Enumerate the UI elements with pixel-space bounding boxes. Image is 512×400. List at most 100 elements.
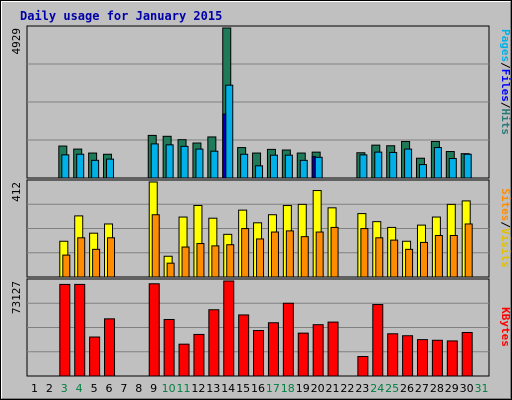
x-tick-day-4: 4 — [76, 382, 83, 395]
bar-kbytes-day-13 — [208, 309, 220, 377]
x-tick-day-12: 12 — [191, 382, 205, 395]
bar-kbytes-day-25 — [387, 333, 399, 377]
bar-files-day-18 — [284, 154, 293, 179]
bar-files-day-13 — [210, 150, 219, 179]
bar-files-day-30 — [463, 153, 472, 179]
bar-sites-day-28 — [434, 234, 443, 278]
legend-entry: Hits — [499, 109, 512, 136]
bar-files-day-23 — [359, 154, 368, 179]
bar-sites-day-26 — [405, 248, 414, 278]
x-tick-day-28: 28 — [430, 382, 444, 395]
bar-sites-day-16 — [256, 238, 265, 278]
bar-kbytes-day-29 — [446, 340, 458, 377]
bar-kbytes-day-20 — [312, 324, 324, 377]
legend-entry: / — [499, 102, 512, 109]
bar-files-day-9 — [150, 143, 159, 179]
bar-files-day-10 — [165, 144, 174, 179]
bar-kbytes-day-14 — [223, 280, 235, 377]
bar-sites-day-14 — [226, 244, 235, 278]
x-tick-day-6: 6 — [105, 382, 112, 395]
bar-sites-day-3 — [62, 254, 71, 278]
bar-kbytes-day-4 — [74, 283, 86, 377]
bar-kbytes-day-24 — [372, 304, 384, 377]
x-tick-day-25: 25 — [385, 382, 399, 395]
bar-files-day-5 — [91, 159, 100, 179]
legend-3: KBytes — [499, 307, 512, 347]
bar-sites-day-25 — [390, 239, 399, 278]
bar-kbytes-day-11 — [178, 343, 190, 377]
bar-sites-day-10 — [166, 262, 175, 278]
chart-title: Daily usage for January 2015 — [20, 9, 223, 23]
bar-sites-day-18 — [285, 230, 294, 278]
x-tick-day-23: 23 — [355, 382, 369, 395]
bar-files-day-14 — [225, 84, 234, 179]
legend-entry: Sites — [499, 188, 512, 221]
bar-kbytes-day-18 — [282, 302, 294, 377]
x-tick-day-26: 26 — [400, 382, 414, 395]
bar-kbytes-day-27 — [416, 339, 428, 377]
x-tick-day-14: 14 — [221, 382, 235, 395]
bar-files-day-3 — [61, 154, 70, 179]
bar-files-day-29 — [448, 158, 457, 179]
bar-files-day-25 — [389, 151, 398, 179]
bar-files-day-15 — [240, 153, 249, 179]
bar-hits-day-20 — [311, 155, 316, 179]
x-tick-day-8: 8 — [135, 382, 142, 395]
bar-kbytes-day-19 — [297, 332, 309, 377]
x-tick-day-21: 21 — [326, 382, 340, 395]
bar-files-day-11 — [180, 145, 189, 179]
bar-sites-day-13 — [211, 245, 220, 278]
x-tick-day-16: 16 — [251, 382, 265, 395]
y-max-label-1: 4929 — [10, 28, 23, 55]
y-max-label-2: 412 — [10, 182, 23, 202]
bar-sites-day-12 — [196, 243, 205, 278]
bar-files-day-26 — [404, 148, 413, 179]
bar-kbytes-day-21 — [327, 321, 339, 377]
legend-entry: Files — [499, 69, 512, 102]
bar-kbytes-day-16 — [253, 330, 265, 377]
bar-files-day-24 — [374, 151, 383, 179]
bar-files-day-16 — [255, 165, 264, 179]
legend-entry: / — [499, 221, 512, 228]
x-tick-day-5: 5 — [91, 382, 98, 395]
bar-hits-day-14 — [222, 113, 227, 179]
bar-kbytes-day-12 — [193, 333, 205, 377]
bar-sites-day-11 — [181, 246, 190, 278]
legend-entry: KBytes — [499, 307, 512, 347]
bar-sites-day-17 — [270, 231, 279, 278]
bar-kbytes-day-17 — [267, 322, 279, 377]
bar-files-day-17 — [269, 154, 278, 179]
bar-sites-day-29 — [449, 234, 458, 278]
bar-sites-day-19 — [300, 236, 309, 278]
bar-kbytes-day-5 — [89, 336, 101, 377]
x-tick-day-7: 7 — [120, 382, 127, 395]
x-tick-day-22: 22 — [340, 382, 354, 395]
x-tick-day-31: 31 — [475, 382, 489, 395]
bar-files-day-28 — [433, 147, 442, 179]
bar-files-day-19 — [299, 159, 308, 179]
x-tick-day-24: 24 — [370, 382, 384, 395]
bar-kbytes-day-3 — [59, 283, 71, 377]
legend-2: Sites/Visits — [499, 188, 512, 268]
bar-sites-day-15 — [241, 228, 250, 278]
bar-sites-day-23 — [360, 228, 369, 278]
bar-sites-day-24 — [375, 237, 384, 278]
x-tick-day-13: 13 — [206, 382, 220, 395]
bar-sites-day-21 — [330, 226, 339, 278]
bar-sites-day-20 — [315, 231, 324, 278]
bar-kbytes-day-15 — [238, 314, 250, 377]
legend-1: Pages/Files/Hits — [499, 29, 512, 135]
legend-entry: / — [499, 62, 512, 69]
bar-kbytes-day-26 — [402, 335, 414, 377]
bar-files-day-20 — [314, 156, 323, 179]
bar-kbytes-day-10 — [163, 318, 175, 377]
bar-kbytes-day-28 — [431, 339, 443, 377]
x-tick-day-11: 11 — [176, 382, 190, 395]
x-tick-day-1: 1 — [31, 382, 38, 395]
bar-sites-day-5 — [92, 248, 101, 278]
bar-kbytes-day-6 — [104, 318, 116, 377]
x-tick-day-15: 15 — [236, 382, 250, 395]
y-max-label-3: 73127 — [10, 281, 23, 314]
bar-kbytes-day-9 — [148, 283, 160, 377]
